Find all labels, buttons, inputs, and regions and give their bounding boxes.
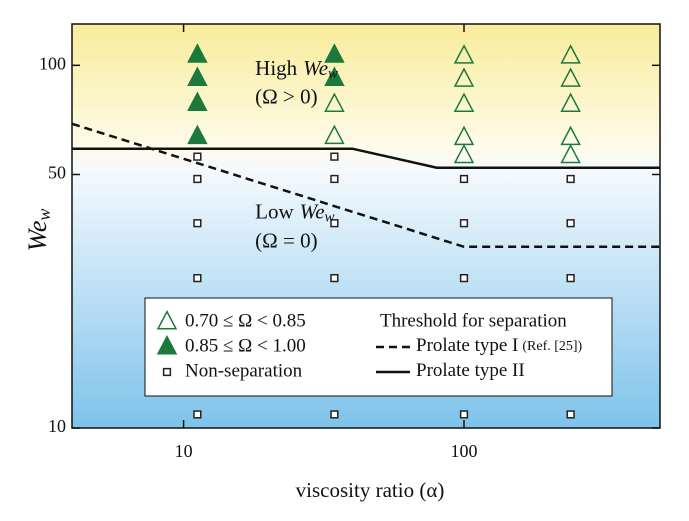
annotation-sub: w: [325, 210, 335, 226]
threshold-line: [72, 147, 660, 169]
triangle-marker: [453, 92, 475, 112]
threshold-line: [71, 122, 660, 249]
triangle-marker: [324, 43, 345, 63]
annotation: High Wew: [255, 56, 338, 83]
annotation-text: High: [255, 56, 297, 80]
legend-label: Non-separation: [185, 360, 303, 381]
annotation-symbol: We: [300, 199, 325, 223]
y-axis-label: Wew: [23, 209, 54, 252]
square-marker: [459, 174, 469, 184]
legend: Threshold for separation 0.70 ≤ Ω < 0.85 0…: [156, 310, 583, 381]
x-tick-label: 10: [175, 441, 193, 461]
legend-name: Prolate type I: [416, 335, 518, 356]
annotation-sub: w: [328, 67, 338, 83]
legend-note: (Ref. [25]): [522, 339, 582, 354]
y-label-symbol: We: [23, 221, 52, 252]
triangle-marker: [187, 43, 208, 63]
x-axis-label: viscosity ratio (α): [296, 478, 445, 502]
square-marker: [193, 219, 202, 228]
annotation: (Ω > 0): [255, 84, 317, 108]
x-tick-label: 100: [451, 441, 478, 461]
triangle-marker: [156, 335, 178, 355]
triangle-marker: [560, 92, 581, 112]
triangle-marker: [324, 92, 345, 112]
annotation: Low Wew: [255, 199, 334, 226]
annotation-text: (Ω > 0): [255, 84, 317, 108]
square-marker: [330, 152, 339, 161]
legend-label: Prolate type I (Ref. [25]): [416, 335, 583, 356]
square-marker: [193, 152, 202, 161]
square-marker: [330, 174, 339, 184]
square-marker: [459, 219, 469, 228]
plot: High Wew(Ω > 0)Low Wew(Ω = 0): [71, 43, 660, 419]
triangle-marker: [187, 124, 208, 145]
square-marker: [459, 273, 469, 283]
legend-label: 0.70 ≤ Ω < 0.85: [185, 310, 306, 331]
legend-title: Threshold for separation: [380, 310, 567, 331]
plot-frame: [71, 23, 661, 429]
triangle-marker: [324, 124, 345, 145]
legend-name: Prolate type II: [416, 360, 525, 381]
square-marker: [566, 219, 575, 228]
triangle-marker: [560, 44, 581, 64]
legend-label: 0.85 ≤ Ω < 1.00: [185, 335, 306, 356]
y-tick-label: 100: [39, 53, 66, 73]
annotation-text: (Ω = 0): [255, 228, 317, 252]
square-marker: [193, 273, 202, 283]
square-marker: [193, 410, 202, 419]
square-marker: [459, 410, 469, 419]
triangle-marker: [187, 91, 208, 111]
y-tick-label: 50: [48, 163, 66, 183]
square-marker: [193, 174, 202, 184]
annotation-symbol: We: [303, 56, 328, 80]
y-label-sub: w: [34, 209, 54, 221]
annotation-text: Low: [255, 199, 294, 223]
triangle-marker: [560, 143, 581, 164]
triangle-marker: [560, 67, 581, 87]
triangle-marker: [324, 66, 345, 86]
triangle-marker: [453, 143, 475, 164]
square-marker: [566, 410, 575, 419]
triangle-marker: [187, 66, 208, 86]
square-marker: [330, 273, 339, 283]
y-tick-label: 10: [48, 416, 66, 436]
square-marker: [162, 367, 172, 377]
triangle-marker: [453, 67, 475, 87]
square-marker: [330, 219, 339, 228]
triangle-marker: [156, 310, 178, 330]
square-marker: [566, 174, 575, 184]
annotation: (Ω = 0): [255, 228, 317, 252]
legend-label: Prolate type II: [416, 360, 525, 381]
triangle-marker: [453, 44, 475, 64]
square-marker: [330, 410, 339, 419]
square-marker: [566, 273, 575, 283]
